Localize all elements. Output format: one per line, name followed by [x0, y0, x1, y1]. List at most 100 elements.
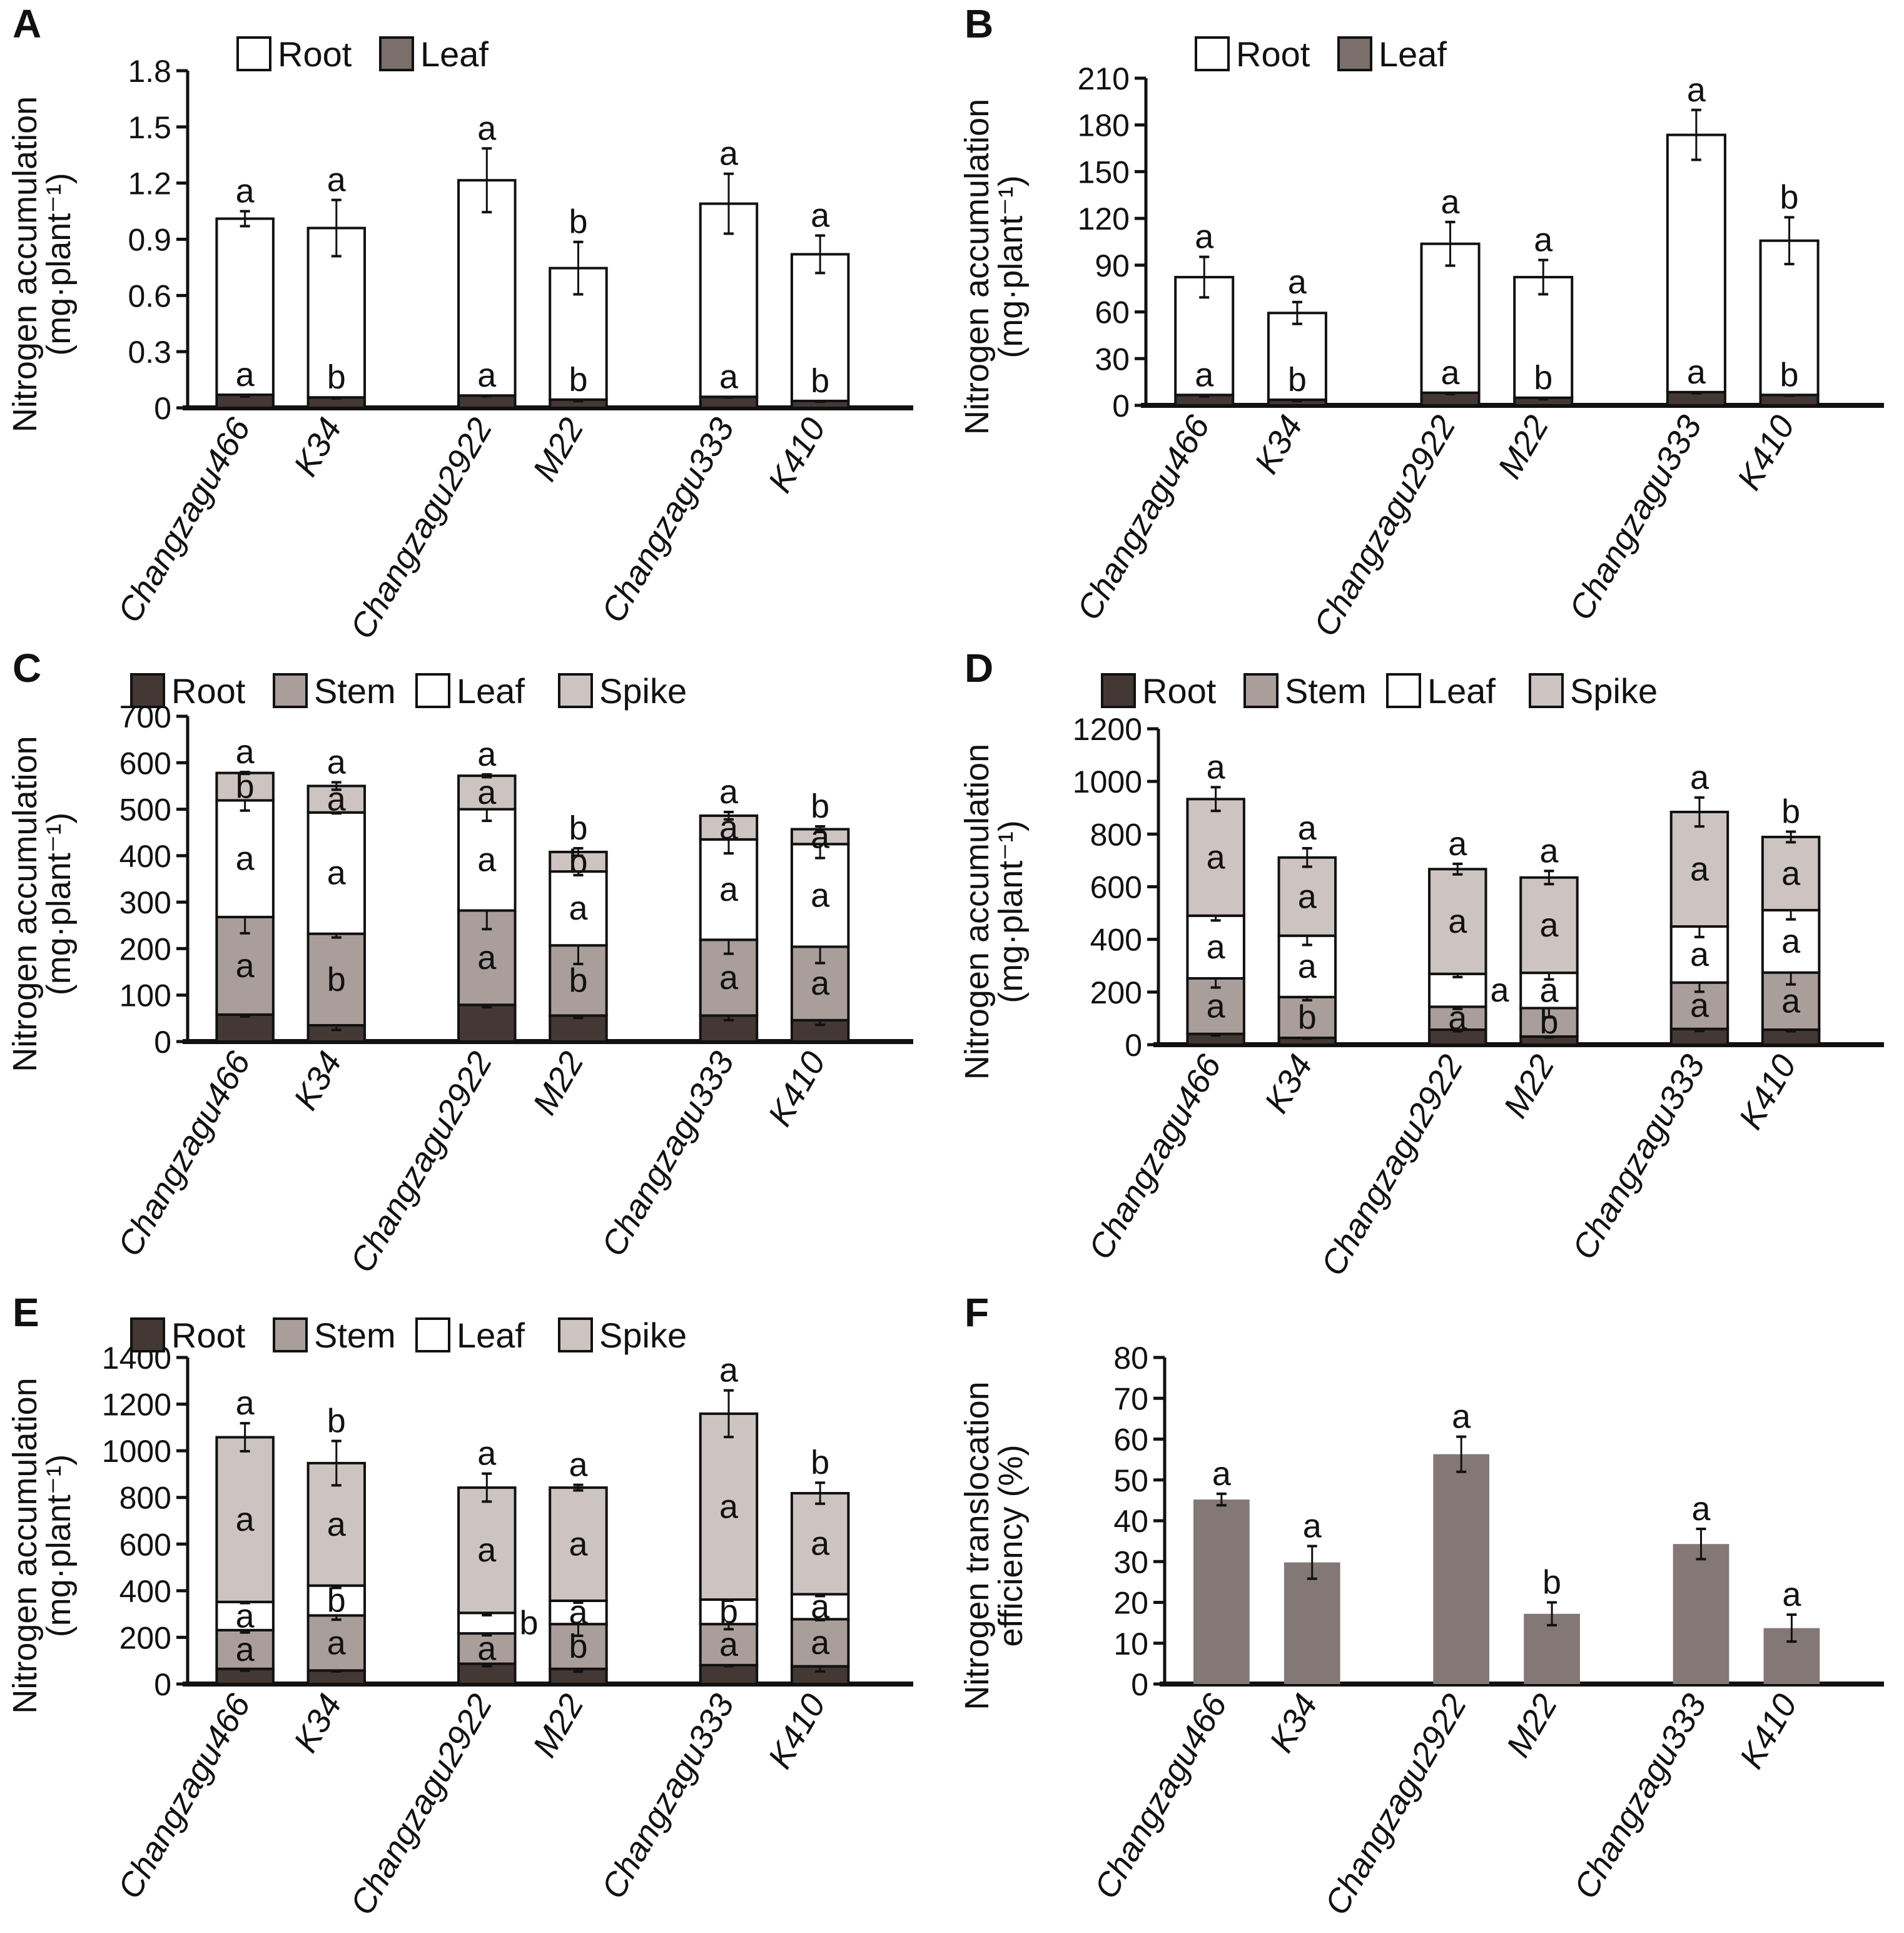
significance-letter: a: [719, 959, 739, 997]
y-tick-label: 150: [1078, 155, 1130, 190]
x-tick-label: Changzagu466: [111, 1687, 258, 1905]
panel-f: F Nitrogen translocation efficiency (%) 0 10…: [952, 1289, 1904, 1933]
legend-swatch-root: [130, 1317, 165, 1352]
y-tick-label: 120: [1078, 201, 1130, 236]
x-tick-label: Changzagu333: [1562, 409, 1709, 626]
chart-a: A Nitrogen accumulation(mg·plant⁻¹) 0 0.3 0.…: [6, 1, 913, 645]
significance-letter: b: [719, 1593, 738, 1631]
significance-letter: a: [1690, 851, 1709, 888]
significance-letter: a: [236, 173, 255, 210]
significance-letter: a: [477, 1630, 497, 1667]
significance-letter: a: [1448, 903, 1467, 940]
y-tick-label: 600: [119, 1527, 171, 1562]
legend-swatch-stem: [273, 673, 308, 708]
x-tick-label: Changzagu466: [111, 1045, 258, 1262]
legend-swatch-leaf: [379, 36, 414, 71]
significance-letter: b: [1288, 361, 1307, 398]
significance-letter: a: [1303, 1507, 1322, 1545]
y-tick-label: 40: [1113, 1504, 1148, 1539]
significance-letter: a: [1212, 1455, 1232, 1493]
bar-d-spike-1: [1277, 856, 1337, 937]
significance-letter: a: [236, 840, 255, 878]
bar-d-leaf-3: [1519, 972, 1579, 1010]
x-tick-label: M22: [525, 1688, 590, 1763]
bar-c-root-2: [457, 1003, 517, 1043]
y-axis-title: Nitrogen accumulation: [6, 736, 44, 1072]
bar-d-spike-0: [1186, 798, 1245, 917]
significance-letter: a: [811, 965, 830, 1002]
significance-letter: b: [569, 1628, 587, 1665]
legend-label: Spike: [599, 671, 687, 711]
significance-letter: a: [1687, 71, 1706, 109]
panel-letter: F: [965, 1290, 989, 1335]
significance-letter: a: [1441, 354, 1461, 392]
significance-letter: a: [1288, 263, 1307, 301]
significance-letter: a: [327, 855, 347, 892]
y-tick-label: 0: [1125, 1028, 1142, 1063]
legend-label: Stem: [1285, 671, 1367, 711]
significance-letter: a: [1781, 855, 1801, 892]
x-tick-label: Changzagu466: [1087, 1687, 1235, 1905]
y-axis-unit: (mg·plant⁻¹): [40, 1454, 78, 1638]
significance-letter: b: [520, 1605, 539, 1642]
significance-letter: a: [811, 876, 830, 914]
legend-swatch-leaf: [415, 673, 450, 708]
y-tick-label: 0: [154, 391, 171, 426]
legend-label: Leaf: [1427, 671, 1496, 711]
legend-label: Leaf: [457, 671, 525, 711]
significance-letter: a: [1781, 923, 1801, 960]
x-tick-label: K34: [286, 1688, 349, 1758]
significance-letter: a: [1298, 948, 1317, 985]
bar-c-leaf-3: [549, 870, 608, 947]
significance-letter: a: [811, 1624, 830, 1662]
significance-letter: a: [477, 939, 497, 977]
significance-letter: a: [811, 1525, 830, 1563]
x-tick-label: Changzagu333: [594, 1688, 741, 1905]
bar-a-root-5: [790, 253, 850, 402]
x-tick-label: Changzagu2922: [343, 1688, 500, 1921]
significance-letter: a: [236, 1597, 255, 1635]
significance-letter: a: [569, 890, 588, 927]
significance-letter: a: [1207, 928, 1226, 966]
legend-swatch-root: [1195, 36, 1230, 71]
bar-b-root-1: [1267, 312, 1327, 402]
panel-a: A Nitrogen accumulation (mg·plant⁻¹) 0 0.3 0.…: [0, 0, 952, 645]
significance-letter: b: [1780, 178, 1799, 216]
y-tick-label: 300: [119, 885, 171, 920]
y-axis-title: Nitrogen translocation: [958, 1381, 996, 1710]
x-tick-label: Changzagu466: [1081, 1048, 1229, 1266]
y-tick-label: 400: [119, 1574, 171, 1609]
significance-letter: a: [1690, 987, 1709, 1025]
y-tick-label: 600: [1090, 870, 1142, 905]
bar-d-spike-4: [1669, 810, 1729, 928]
bar-c-spike-2: [457, 774, 517, 811]
total-significance-letter: a: [1690, 759, 1709, 796]
bar-e-spike-2: [457, 1486, 517, 1615]
panel-letter: C: [13, 646, 41, 691]
y-tick-label: 800: [119, 1481, 171, 1516]
bar-c-root-3: [549, 1014, 608, 1043]
bar-e-root-4: [699, 1663, 759, 1686]
y-tick-label: 0: [1131, 1667, 1148, 1702]
y-tick-label: 1.8: [128, 54, 171, 89]
total-significance-letter: a: [719, 773, 739, 811]
significance-letter: a: [327, 1506, 347, 1543]
legend-swatch-leaf: [415, 1317, 450, 1352]
y-tick-label: 0.6: [128, 278, 171, 313]
significance-letter: a: [1298, 878, 1317, 915]
legend-swatch-leaf: [1337, 36, 1372, 71]
chart-e: E Nitrogen accumulation(mg·plant⁻¹) 0 200 40…: [6, 1290, 913, 1921]
y-tick-label: 200: [119, 931, 171, 966]
significance-letter: a: [569, 1525, 588, 1563]
y-tick-label: 60: [1113, 1423, 1148, 1458]
x-tick-label: Changzagu333: [594, 1045, 741, 1262]
y-axis-unit: (mg·plant⁻¹): [40, 173, 78, 356]
x-tick-label: Changzagu2922: [1314, 1048, 1471, 1282]
y-tick-label: 0.9: [128, 223, 171, 258]
significance-letter: a: [1539, 972, 1559, 1009]
y-tick-label: 0: [1112, 388, 1130, 424]
total-significance-letter: b: [1781, 793, 1800, 831]
legend-swatch-stem: [273, 1317, 308, 1352]
significance-letter: b: [236, 768, 255, 806]
